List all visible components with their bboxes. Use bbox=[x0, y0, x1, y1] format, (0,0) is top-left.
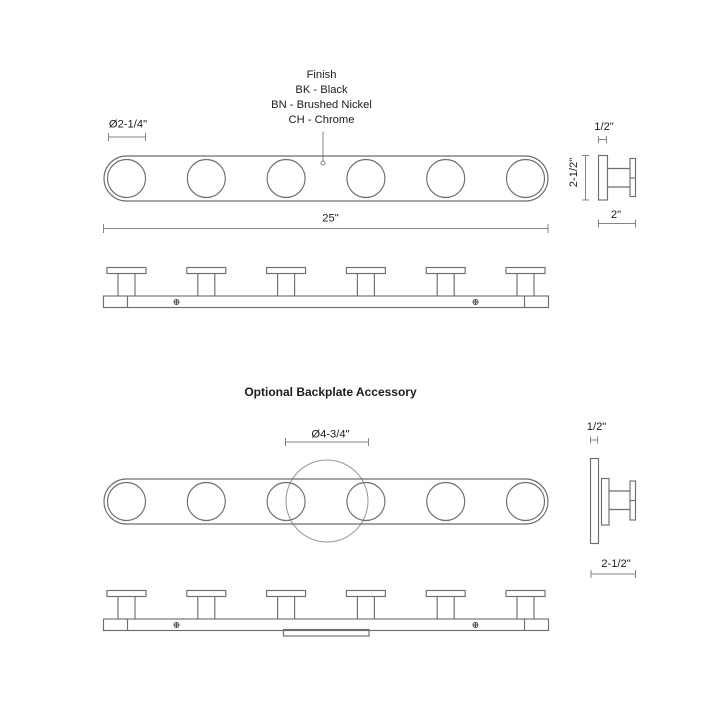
backplate-diameter-label: Ø4-3/4" bbox=[311, 429, 349, 441]
side-arm bbox=[607, 167, 630, 188]
backplate-circle bbox=[285, 459, 369, 543]
accessory-backplate-height-label: 2-1/2" bbox=[601, 558, 630, 570]
accessory-section-title: Optional Backplate Accessory bbox=[244, 385, 417, 399]
finish-note-title: Finish bbox=[307, 69, 337, 81]
main-plan-view bbox=[104, 268, 549, 308]
accessory-front-view bbox=[103, 459, 549, 543]
backplate-diameter-dim-line bbox=[285, 438, 369, 446]
overall-depth-label: 2" bbox=[611, 209, 621, 221]
main-side-view: 1/2" 2-1/2" 2" bbox=[568, 121, 637, 228]
accessory-plate-thickness-dim-line bbox=[590, 436, 598, 444]
accessory-wall-plate-side bbox=[600, 477, 610, 526]
accessory-side-arm bbox=[609, 490, 630, 511]
accessory-side-view: 1/2" 2-1/2" bbox=[587, 421, 637, 578]
overall-depth-dim-line bbox=[598, 219, 636, 228]
finish-option-bk: BK - Black bbox=[295, 84, 348, 96]
finish-option-ch: CH - Chrome bbox=[289, 114, 355, 126]
accessory-backplate-side bbox=[589, 457, 600, 545]
overall-width-label: 25" bbox=[322, 213, 338, 225]
overall-width-dimension: 25" bbox=[103, 213, 549, 233]
plate-thickness-label: 1/2" bbox=[594, 121, 614, 133]
plate-height-dim-line bbox=[582, 155, 589, 201]
finish-option-bn: BN - Brushed Nickel bbox=[271, 99, 372, 111]
accessory-backplate-plan bbox=[282, 628, 370, 637]
finish-note: Finish BK - Black BN - Brushed Nickel CH… bbox=[271, 69, 372, 166]
socket-diameter-dimension: Ø2-1/4" bbox=[108, 119, 147, 141]
side-wall-plate bbox=[597, 154, 609, 201]
plate-thickness-dim-line bbox=[598, 136, 607, 143]
socket-diameter-dim-line bbox=[108, 133, 146, 141]
finish-leader-dot bbox=[320, 160, 326, 166]
accessory-section: Optional Backplate Accessory bbox=[244, 385, 417, 399]
accessory-plan-view bbox=[104, 591, 549, 637]
accessory-plate-thickness-label: 1/2" bbox=[587, 421, 607, 433]
plate-height-label: 2-1/2" bbox=[568, 158, 580, 187]
accessory-backplate-height-dim-line bbox=[590, 570, 636, 578]
main-front-view bbox=[103, 155, 549, 202]
socket-diameter-label: Ø2-1/4" bbox=[109, 119, 147, 131]
overall-width-dim-line bbox=[103, 224, 549, 233]
backplate-diameter-dimension: Ø4-3/4" bbox=[285, 429, 369, 446]
